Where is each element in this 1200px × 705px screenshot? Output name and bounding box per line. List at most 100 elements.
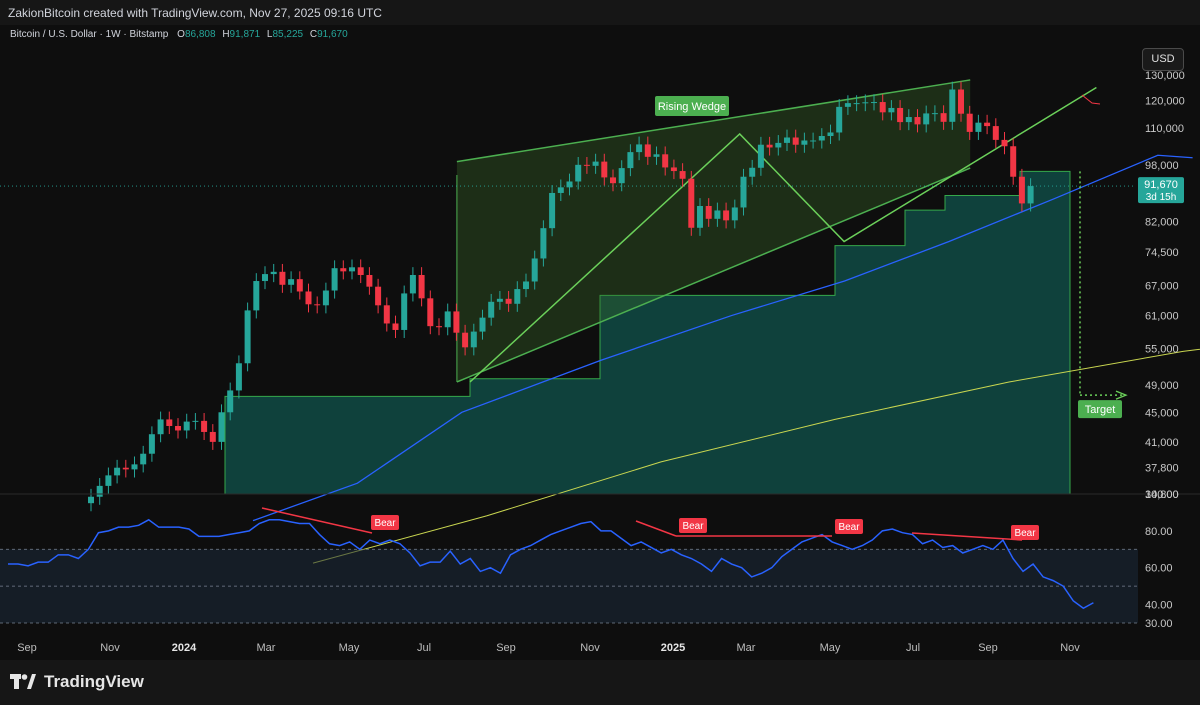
candle[interactable] [705,198,712,227]
candle[interactable] [514,281,521,312]
candle[interactable] [757,136,764,176]
chart-canvas[interactable]: Bitcoin / U.S. Dollar · 1W · Bitstamp O8… [0,25,1200,660]
candle[interactable] [853,95,860,112]
candle[interactable] [862,94,869,112]
candle[interactable] [1018,168,1025,212]
candle[interactable] [749,159,756,185]
candle[interactable] [383,297,390,332]
candle[interactable] [131,456,138,478]
candle[interactable] [644,136,651,165]
rising-wedge-label-box[interactable] [655,96,729,116]
candle[interactable] [549,185,556,237]
candle[interactable] [453,303,460,341]
candle[interactable] [723,202,730,229]
candle[interactable] [566,173,573,196]
candle[interactable] [392,315,399,339]
candle[interactable] [679,163,686,187]
rsi-line[interactable] [8,518,1094,610]
candle[interactable] [583,156,590,174]
candle[interactable] [1001,132,1008,155]
candle[interactable] [731,199,738,229]
candle[interactable] [96,478,103,505]
candle[interactable] [418,267,425,307]
bear-divergence-line[interactable] [635,520,677,537]
candle[interactable] [279,263,286,293]
candle[interactable] [784,129,790,151]
wedge-upper-line[interactable] [456,79,971,163]
candle[interactable] [766,136,773,156]
candle[interactable] [166,411,173,435]
candle[interactable] [958,81,964,122]
candle[interactable] [1010,138,1017,185]
candle[interactable] [697,198,703,236]
candle[interactable] [775,135,782,156]
candle[interactable] [262,266,268,290]
candle[interactable] [844,95,851,115]
bear-label-box[interactable] [835,519,863,534]
candle[interactable] [296,271,303,300]
candle[interactable] [496,290,503,310]
current-price-box[interactable] [1138,177,1184,204]
candle[interactable] [592,153,599,174]
candle[interactable] [436,318,442,336]
candle[interactable] [157,411,164,443]
candle[interactable] [940,105,947,130]
target-label-box[interactable] [1078,400,1122,419]
candle[interactable] [314,296,321,314]
candle[interactable] [488,293,495,326]
candle[interactable] [253,273,260,319]
candle[interactable] [470,323,477,356]
candle[interactable] [827,124,834,145]
candle[interactable] [601,153,608,186]
candle[interactable] [366,267,373,295]
candle[interactable] [270,263,277,283]
wedge-zigzag-line[interactable] [469,86,1097,383]
candle[interactable] [905,109,912,131]
candle[interactable] [914,109,921,133]
candle[interactable] [479,309,486,340]
candle[interactable] [984,114,991,135]
candle[interactable] [209,424,216,450]
candle[interactable] [183,413,190,439]
candle[interactable] [340,260,347,280]
candle[interactable] [540,220,547,267]
candle[interactable] [923,105,930,133]
candle[interactable] [688,170,695,236]
candle[interactable] [201,413,208,440]
candle[interactable] [992,118,999,148]
candle[interactable] [288,271,295,293]
candle[interactable] [227,382,234,421]
candle[interactable] [148,426,155,462]
candle[interactable] [235,355,242,399]
candle[interactable] [662,146,669,176]
bear-divergence-line[interactable] [911,532,1023,541]
candle[interactable] [505,290,512,312]
candle[interactable] [244,302,251,372]
candle[interactable] [175,418,181,439]
tradingview-logo[interactable]: TradingView [10,672,144,692]
candle[interactable] [375,278,382,314]
wedge-lower-line[interactable] [456,167,971,383]
candle[interactable] [105,467,112,494]
candle[interactable] [114,459,121,484]
bear-label-box[interactable] [371,515,399,530]
candle[interactable] [357,259,364,284]
candle[interactable] [836,99,843,141]
candle[interactable] [575,156,582,190]
candle[interactable] [740,168,747,216]
candle[interactable] [409,267,416,302]
candle[interactable] [88,488,94,512]
candle[interactable] [966,105,973,140]
candle[interactable] [888,100,895,121]
candle[interactable] [331,260,338,299]
candle[interactable] [444,303,451,336]
sma-fast-line[interactable] [252,154,1193,522]
candle[interactable] [879,94,886,121]
candle[interactable] [218,404,225,450]
candle[interactable] [636,136,643,161]
bear-label-box[interactable] [679,518,707,533]
bear-label-box[interactable] [1011,525,1039,540]
candle[interactable] [949,81,956,130]
candle[interactable] [975,114,982,140]
candle[interactable] [557,179,564,202]
